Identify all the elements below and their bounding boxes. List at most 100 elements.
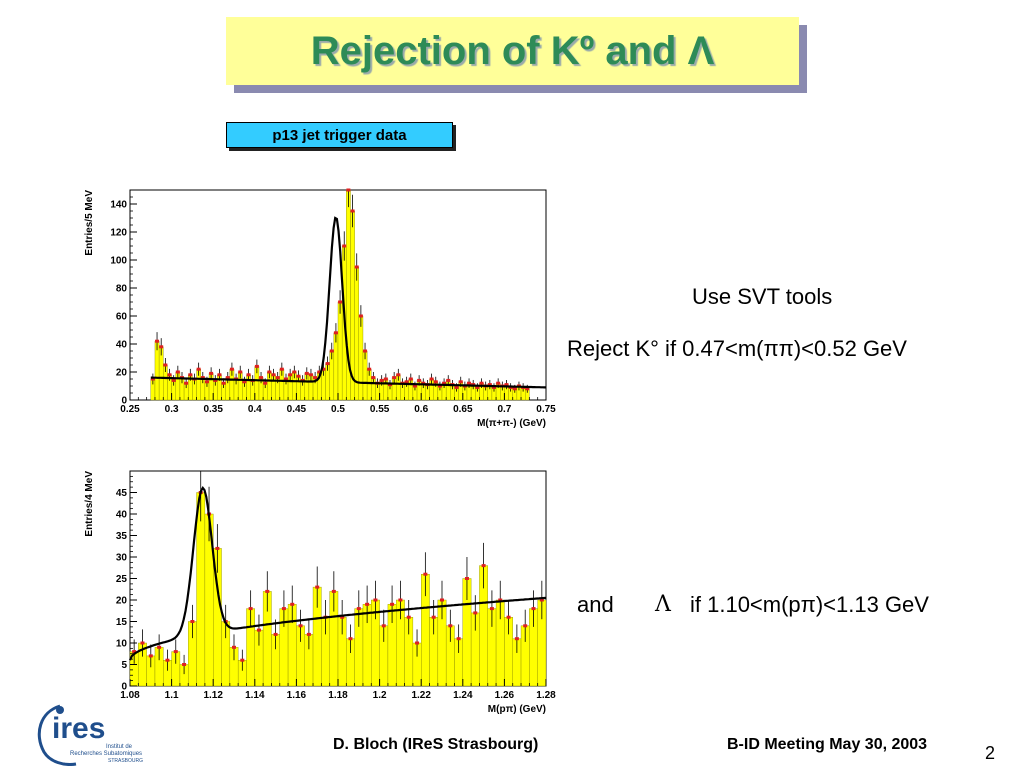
page-number: 2 [985,743,996,763]
data-point [275,376,280,380]
data-point [155,339,160,343]
data-point [296,374,301,378]
data-point [479,381,484,385]
data-point [481,564,486,568]
data-point [281,607,286,611]
hist-bar [337,301,343,401]
data-point [350,209,355,213]
y-tick-label: 15 [116,617,128,628]
x-tick-label: 1.16 [287,690,307,701]
data-point [363,349,368,353]
logo-sub3: STRASBOURG [108,758,143,764]
data-point [265,589,270,593]
data-point [340,615,345,619]
data-point [396,373,401,377]
x-tick-label: 1.14 [245,690,265,701]
data-point [506,615,511,619]
data-point [514,637,519,641]
data-point [190,620,195,623]
data-point [259,376,264,380]
x-tick-label: 0.7 [497,404,511,415]
x-tick-label: 1.24 [453,690,473,701]
data-point [150,377,155,381]
data-point [279,367,284,371]
data-point [317,370,322,374]
data-point [454,385,459,389]
data-point [163,363,168,367]
data-point [437,384,442,388]
y-tick-label: 100 [110,256,127,267]
data-point [498,598,503,602]
data-point [358,314,363,318]
y-tick-label: 5 [121,660,127,671]
y-tick-label: 0 [121,682,127,693]
hist-bar [358,315,364,401]
x-tick-label: 1.26 [495,690,515,701]
data-point [200,376,205,380]
data-point [406,615,411,619]
data-point [148,654,153,658]
x-tick-label: 1.12 [203,690,223,701]
data-point [292,370,297,374]
title-box: Rejection of Kº and Λ [226,17,799,85]
data-point [365,602,370,606]
data-point [440,598,444,602]
data-point [392,376,397,380]
data-point [423,572,428,576]
data-point [342,244,347,248]
data-point [215,546,220,550]
data-point [308,373,313,377]
data-point [165,658,170,662]
data-point [346,188,351,192]
data-point [313,376,318,380]
data-point [263,381,268,385]
footer-author: D. Bloch (IReS Strasbourg) [333,736,539,753]
x-tick-label: 0.65 [453,404,473,415]
data-point [487,383,492,387]
data-point [523,624,528,628]
data-point [367,367,372,371]
data-point [456,637,461,641]
data-point [383,377,388,381]
data-point [381,624,386,628]
x-axis-title: M(pπ) (GeV) [488,704,546,715]
data-point [159,345,164,349]
y-tick-label: 80 [116,284,128,295]
hist-bar [333,332,339,401]
y-tick-label: 140 [110,200,127,211]
data-point [373,598,378,602]
data-point [184,381,189,385]
data-point [398,598,403,602]
x-tick-label: 0.25 [120,404,140,415]
y-axis-title: Entries/5 MeV [84,190,95,256]
footer-meeting: B-ID Meeting May 30, 2003 [727,736,928,753]
data-point [458,380,463,384]
logo-text: ires [52,712,105,745]
data-point [229,367,234,371]
data-point [232,645,236,649]
data-point [492,385,496,389]
data-point [325,362,330,366]
data-point [209,371,214,375]
data-point [467,381,472,385]
x-tick-label: 0.55 [370,404,390,415]
data-point [273,632,278,636]
ires-logo: ires Institut de Recherches Subatomiques… [30,700,150,766]
data-point [333,331,338,335]
data-point [431,615,436,619]
data-point [371,376,376,380]
logo-sub1: Institut de [106,744,133,750]
x-tick-label: 1.22 [411,690,431,701]
data-point [496,381,501,385]
data-point [446,378,451,382]
data-point [475,385,480,389]
y-tick-label: 35 [116,531,128,542]
y-tick-label: 25 [116,574,128,585]
data-point [267,370,272,374]
x-tick-label: 1.28 [536,690,556,701]
data-point [356,607,361,611]
data-point [157,645,162,649]
kshort-mass-chart: 0.25 0.3 0.35 0.4 0.45 0.5 0.55 0.6 0.65 0.7 0.75 0… [84,188,556,429]
x-tick-label: 0.4 [248,404,262,415]
data-point [417,378,422,382]
